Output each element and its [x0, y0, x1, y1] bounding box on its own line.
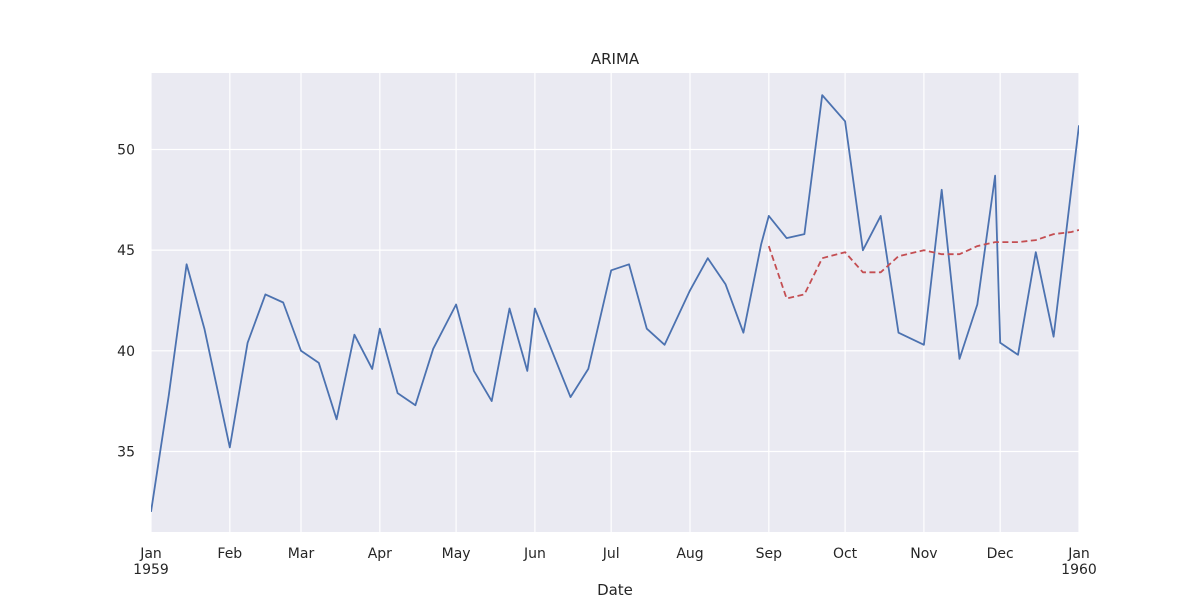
x-tick-label: Dec: [987, 546, 1014, 562]
series-layer: [151, 94, 1079, 513]
x-tick-label: Sep: [756, 546, 783, 562]
grid: [150, 73, 1080, 532]
x-tick-label: Jan: [139, 546, 162, 562]
x-axis-title: Date: [597, 581, 633, 599]
x-tick-label: May: [442, 546, 471, 562]
chart-title: ARIMA: [591, 50, 640, 68]
x-tick-label: Aug: [676, 546, 703, 562]
y-tick-label: 35: [117, 444, 135, 460]
x-tick-label: Apr: [368, 546, 392, 562]
observed-series-line: [151, 94, 1079, 513]
y-tick-label: 50: [117, 143, 135, 159]
x-tick-sublabel: 1959: [133, 562, 169, 578]
x-tick-label: Feb: [217, 546, 242, 562]
x-tick-label: Mar: [288, 546, 315, 562]
x-tick-label: Jun: [523, 546, 546, 562]
forecast-series-line: [767, 229, 1079, 300]
x-tick-sublabel: 1960: [1061, 562, 1097, 578]
x-tick-label: Jan: [1067, 546, 1090, 562]
plot-background: [151, 73, 1079, 532]
y-tick-label: 40: [117, 344, 135, 360]
x-tick-label: Oct: [833, 546, 858, 562]
y-tick-label: 45: [117, 243, 135, 259]
x-tick-label: Jul: [602, 546, 620, 562]
x-tick-label: Nov: [910, 546, 937, 562]
